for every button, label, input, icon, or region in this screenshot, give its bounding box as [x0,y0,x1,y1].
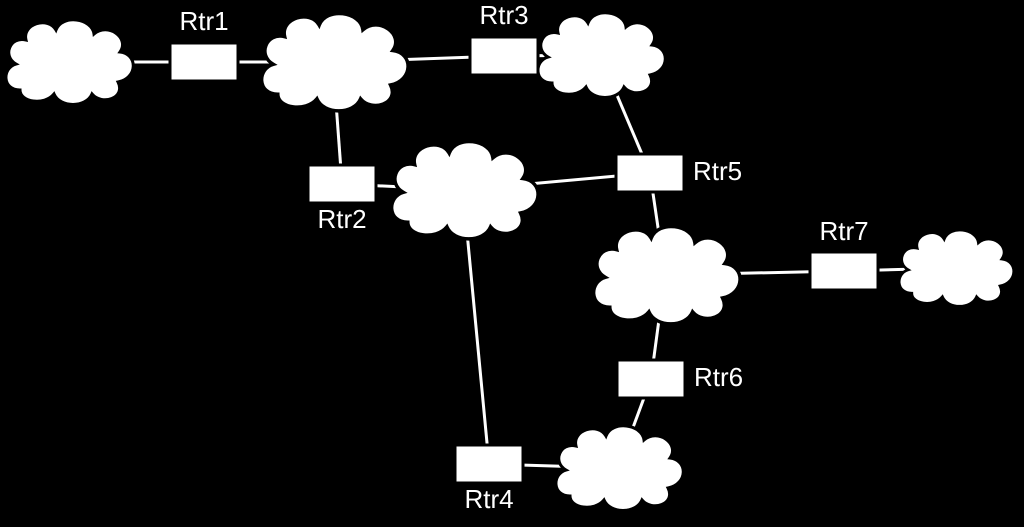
network-diagram: Rtr1 Rtr2 Rtr3 Rtr4 Rtr5 Rtr6 Rtr7 [0,0,1024,527]
router-icon [308,165,376,203]
router-icon [455,445,523,483]
router-icon [617,360,685,398]
router-label: Rtr2 [317,204,366,234]
cloud-icon [392,141,538,238]
cloud-icon [6,20,133,105]
cloud-icon [899,230,1014,306]
router-label: Rtr6 [694,362,743,392]
router-label: Rtr1 [179,6,228,36]
routers-layer [170,37,878,483]
cloud-icon [262,13,408,110]
router-label: Rtr4 [464,484,513,514]
router-label: Rtr7 [819,216,868,246]
router-icon [616,154,684,192]
router-icon [470,37,538,75]
cloud-icon [594,226,740,323]
cloud-icon [556,426,683,511]
router-label: Rtr5 [693,156,742,186]
cloud-icon [538,13,665,98]
router-label: Rtr3 [479,0,528,30]
router-icon [810,252,878,290]
router-icon [170,43,238,81]
